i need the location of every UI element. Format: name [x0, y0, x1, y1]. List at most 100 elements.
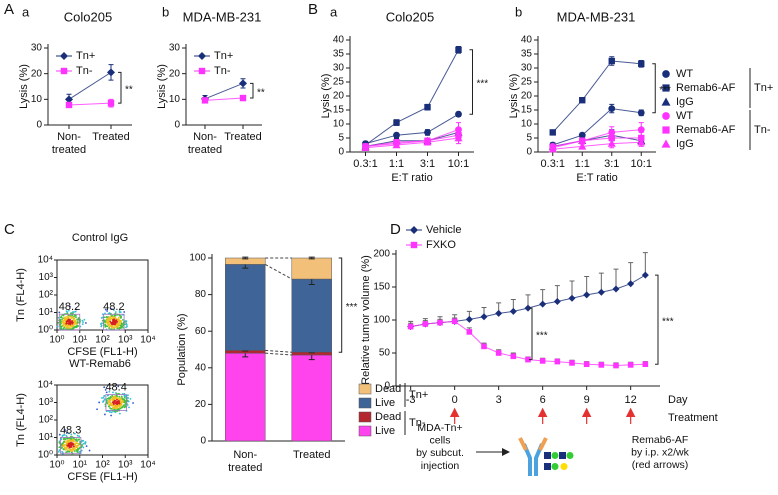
data-point: [65, 101, 73, 109]
event-dot: [66, 450, 69, 453]
x-tick-label: 10¹: [73, 460, 88, 471]
significance-label: **: [125, 84, 133, 95]
data-point: [509, 307, 517, 315]
data-point: [524, 304, 532, 312]
event-dot: [73, 323, 75, 325]
event-dot: [66, 325, 69, 327]
y-tick-label: 0: [174, 120, 180, 131]
event-dot: [84, 322, 87, 324]
event-dot: [64, 444, 67, 446]
legend-marker: [198, 67, 206, 75]
event-dot: [77, 444, 79, 447]
x-tick-label: 1:1: [389, 158, 404, 170]
plot-title: WT-Remab6: [69, 358, 131, 370]
event-dot: [65, 434, 68, 437]
event-dot: [62, 317, 64, 320]
data-point: [495, 350, 502, 356]
event-dot: [67, 318, 70, 321]
event-dot: [58, 311, 61, 314]
legend-swatch: [358, 397, 372, 409]
gate: [60, 437, 82, 454]
event-dot: [74, 314, 76, 317]
data-point: [568, 294, 576, 302]
data-point: [239, 94, 247, 102]
connector: [264, 263, 293, 280]
y-tick-label: 5: [526, 133, 532, 144]
significance-label: ***: [477, 79, 489, 90]
panel-label: a: [330, 4, 338, 19]
x-tick-label: 10⁰: [49, 460, 64, 471]
event-dot: [74, 448, 77, 451]
event-dot: [126, 404, 129, 406]
legend-label: Remab6-AF: [676, 82, 736, 94]
y-tick-label: 10³: [39, 272, 54, 283]
x-tick-label: 10²: [95, 460, 110, 471]
event-dot: [75, 323, 78, 326]
event-dot: [111, 394, 114, 397]
data-point: [481, 343, 487, 350]
legend-group-label: Tn-: [409, 417, 426, 429]
legend-label: Remab6-AF: [676, 124, 736, 136]
event-dot: [112, 391, 114, 394]
event-dot: [65, 441, 68, 444]
y-tick-label: 0: [338, 147, 344, 158]
series-line: [365, 134, 459, 147]
legend-marker: [60, 52, 68, 60]
data-point: [598, 362, 605, 368]
y-tick-label: 10¹: [39, 432, 54, 443]
y-tick-label: 10⁰: [38, 450, 53, 461]
event-dot: [69, 447, 71, 450]
event-dot: [120, 401, 123, 403]
event-dot: [118, 395, 121, 398]
data-point: [466, 329, 473, 335]
legend-marker: [198, 52, 206, 60]
event-dot: [61, 445, 64, 448]
y-tick-label: 0: [384, 381, 390, 392]
event-dot: [72, 447, 75, 450]
y-tick-label: 35: [521, 49, 533, 60]
legend-label: WT: [676, 68, 693, 80]
event-dot: [61, 442, 64, 445]
legend-swatch: [358, 383, 372, 395]
data-point: [423, 138, 432, 146]
event-dot: [69, 443, 72, 446]
event-dot: [77, 443, 80, 445]
x-tick-label: 12: [625, 394, 637, 406]
legend-label: Live: [375, 397, 395, 409]
event-dot: [126, 396, 129, 399]
event-dot: [123, 398, 125, 401]
y-tick-label: 50: [379, 348, 391, 359]
event-dot: [58, 433, 61, 436]
event-dot: [75, 450, 78, 452]
data-point: [578, 131, 586, 139]
event-dot: [78, 435, 81, 438]
event-dot: [71, 453, 74, 456]
event-dot: [62, 437, 65, 440]
bar-segment: [225, 264, 266, 351]
event-dot: [110, 308, 113, 310]
bar-segment: [291, 278, 332, 353]
panel-label: D: [390, 221, 401, 238]
event-dot: [108, 316, 111, 319]
data-point: [627, 362, 634, 368]
data-point: [578, 142, 587, 150]
event-dot: [73, 315, 75, 318]
data-point: [642, 361, 649, 368]
event-dot: [98, 401, 101, 404]
event-dot: [113, 318, 115, 321]
event-dot: [82, 321, 85, 323]
data-point: [583, 361, 590, 368]
event-dot: [104, 325, 107, 328]
event-dot: [96, 408, 98, 411]
data-point: [65, 95, 73, 104]
event-dot: [71, 450, 74, 452]
schematic-right: Remab6-AF by i.p. x2/wk (red arrows): [631, 434, 690, 471]
x-tick-label: 3:1: [604, 158, 619, 170]
event-dot: [118, 406, 121, 409]
event-dot: [64, 429, 67, 431]
event-dot: [73, 450, 76, 452]
y-axis-label: Population (%): [176, 313, 188, 385]
event-dot: [125, 323, 128, 326]
y-axis-label: Tn (FL4-H): [15, 393, 27, 447]
y-tick-label: 20: [31, 68, 43, 79]
